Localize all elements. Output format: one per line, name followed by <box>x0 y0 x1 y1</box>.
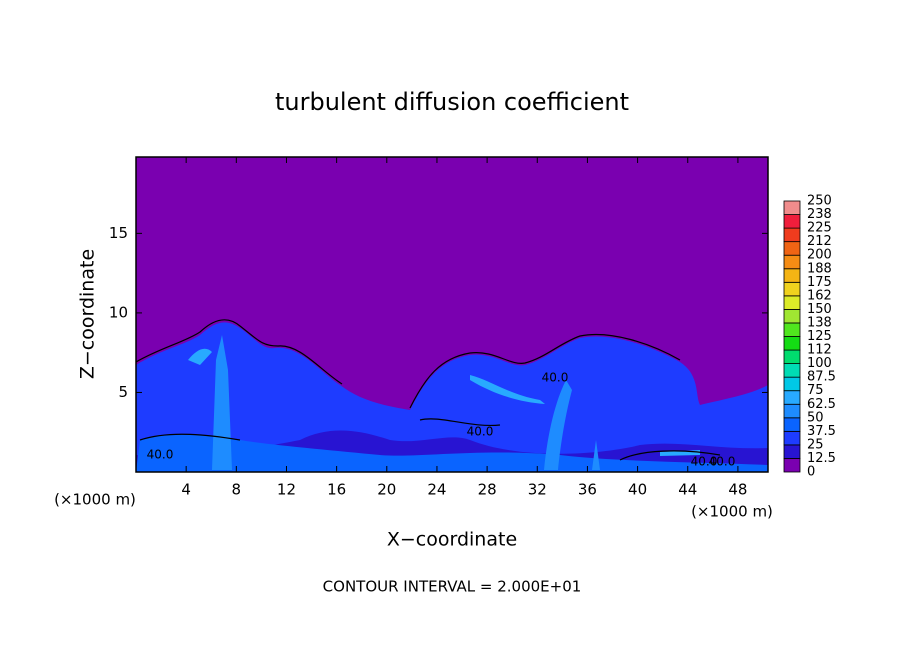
colorbar-label: 250 <box>807 194 832 209</box>
x-tick-label: 28 <box>478 481 497 499</box>
colorbar-label: 75 <box>807 383 824 398</box>
field-region <box>136 322 768 472</box>
colorbar-box <box>783 227 801 243</box>
colorbar-label: 0 <box>807 465 815 480</box>
colorbar-label: 238 <box>807 207 832 222</box>
x-unit-label: (×1000 m) <box>691 503 773 521</box>
colorbar-label: 162 <box>807 288 832 303</box>
y-tick-label: 15 <box>109 224 128 242</box>
colorbar-label: 125 <box>807 329 832 344</box>
colorbar-label: 188 <box>807 261 832 276</box>
colorbar-box <box>783 322 801 337</box>
colorbar-box <box>783 200 801 215</box>
colorbar-box <box>783 403 801 419</box>
x-tick-label: 44 <box>678 481 697 499</box>
colorbar-box <box>783 281 801 297</box>
colorbar-label: 225 <box>807 221 832 236</box>
field <box>136 319 768 472</box>
colorbar-label: 138 <box>807 315 832 330</box>
colorbar-label: 62.5 <box>807 397 836 412</box>
colorbar-box <box>783 430 801 446</box>
colorbar-box <box>783 376 801 392</box>
colorbar-box <box>783 390 801 405</box>
contour-label: 40.0 <box>147 448 174 462</box>
colorbar-box <box>783 295 801 310</box>
y-axis-title: Z−coordinate <box>77 249 99 379</box>
colorbar-label: 212 <box>807 234 832 249</box>
x-tick-label: 12 <box>277 481 296 499</box>
x-tick-label: 40 <box>628 481 647 499</box>
x-tick-label: 20 <box>377 481 396 499</box>
x-tick-label: 48 <box>728 481 747 499</box>
x-tick-label: 8 <box>232 481 242 499</box>
x-unit-label: (×1000 m) <box>54 491 136 509</box>
colorbar-box <box>783 417 801 432</box>
contour-label: 40.0 <box>709 455 736 469</box>
colorbar-box <box>783 214 801 229</box>
contour-label: 40.0 <box>467 425 494 439</box>
colorbar-label: 87.5 <box>807 370 836 385</box>
colorbar-box <box>783 336 801 351</box>
x-axis-title: X−coordinate <box>387 529 517 551</box>
field-region <box>136 434 768 472</box>
colorbar-label: 37.5 <box>807 424 836 439</box>
colorbar-box <box>783 254 801 270</box>
colorbar-box <box>783 268 801 283</box>
x-tick-label: 32 <box>528 481 547 499</box>
contour-label: 40.0 <box>691 455 718 469</box>
colorbar-box <box>783 444 801 459</box>
colorbar-box <box>783 349 801 364</box>
colorbar-label: 150 <box>807 302 832 317</box>
x-tick-label: 36 <box>578 481 597 499</box>
colorbar-label: 25 <box>807 437 824 452</box>
colorbar-box <box>783 458 801 473</box>
contour-line <box>136 319 721 461</box>
y-tick-label: 10 <box>109 303 128 321</box>
x-tick-label: 24 <box>427 481 446 499</box>
colorbar-label: 200 <box>807 248 832 263</box>
chart-title: turbulent diffusion coefficient <box>275 88 629 116</box>
colorbar-label: 100 <box>807 356 832 371</box>
plot-frame <box>135 156 769 473</box>
footer-note: CONTOUR INTERVAL = 2.000E+01 <box>323 578 582 596</box>
colorbar-label: 112 <box>807 343 832 358</box>
y-tick-label: 5 <box>118 383 128 401</box>
colorbar-box <box>783 363 801 378</box>
x-tick-label: 4 <box>181 481 191 499</box>
contour-label: 40.0 <box>542 371 569 385</box>
colorbar-label: 12.5 <box>807 451 836 466</box>
colorbar-box <box>783 308 801 324</box>
colorbar-label: 175 <box>807 275 832 290</box>
colorbar-box <box>783 241 801 256</box>
colorbar-label: 50 <box>807 410 824 425</box>
x-tick-label: 16 <box>327 481 346 499</box>
